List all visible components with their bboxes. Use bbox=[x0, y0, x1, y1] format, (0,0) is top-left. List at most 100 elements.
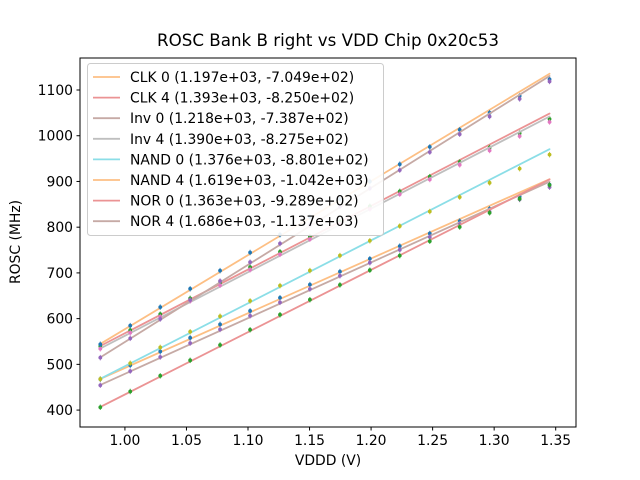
data-point bbox=[188, 329, 193, 334]
data-point bbox=[517, 134, 522, 139]
legend-label: CLK 4 (1.393e+03, -8.250e+02) bbox=[130, 91, 354, 107]
data-point bbox=[278, 312, 282, 317]
data-point bbox=[188, 358, 193, 363]
series-nand-0 bbox=[98, 148, 552, 382]
data-point bbox=[397, 189, 402, 194]
fit-line bbox=[99, 148, 551, 380]
data-point bbox=[98, 342, 103, 347]
series-clk-0 bbox=[98, 178, 552, 382]
data-point bbox=[487, 114, 492, 119]
data-point bbox=[547, 183, 552, 187]
x-tick-label: 1.30 bbox=[479, 433, 510, 449]
data-point bbox=[457, 163, 462, 167]
x-tick-label: 1.20 bbox=[356, 433, 387, 449]
data-point bbox=[218, 283, 222, 288]
fit-line bbox=[99, 178, 551, 408]
fit-line bbox=[99, 180, 551, 386]
legend-label: Inv 4 (1.390e+03, -8.275e+02) bbox=[130, 132, 349, 148]
data-point bbox=[248, 260, 252, 265]
data-point bbox=[128, 361, 133, 366]
legend-label: Inv 0 (1.218e+03, -7.387e+02) bbox=[130, 111, 349, 127]
data-point bbox=[338, 282, 342, 287]
data-point bbox=[547, 79, 552, 84]
data-point bbox=[98, 355, 103, 360]
x-tick-label: 1.00 bbox=[109, 433, 140, 449]
x-axis-label: VDDD (V) bbox=[295, 453, 361, 469]
y-tick-label: 700 bbox=[46, 266, 73, 282]
data-point bbox=[98, 383, 103, 388]
data-point bbox=[397, 253, 402, 258]
data-point bbox=[158, 349, 163, 354]
data-point bbox=[218, 322, 222, 327]
legend-item: NAND 0 (1.376e+03, -8.801e+02) bbox=[93, 152, 369, 168]
data-point bbox=[487, 210, 492, 215]
legend-label: NOR 0 (1.363e+03, -9.289e+02) bbox=[130, 194, 359, 210]
data-point bbox=[248, 327, 252, 332]
data-point bbox=[367, 256, 372, 261]
data-point bbox=[457, 195, 462, 199]
legend-label: CLK 0 (1.197e+03, -7.049e+02) bbox=[130, 70, 354, 86]
series-nor-0 bbox=[98, 178, 552, 410]
data-point bbox=[427, 235, 432, 239]
data-point bbox=[547, 120, 552, 124]
data-point bbox=[278, 283, 282, 288]
x-tick-label: 1.10 bbox=[233, 433, 264, 449]
data-point bbox=[248, 309, 252, 313]
data-point bbox=[457, 225, 462, 229]
y-tick-label: 1100 bbox=[38, 83, 73, 99]
y-tick-label: 900 bbox=[46, 174, 73, 190]
data-point bbox=[218, 327, 222, 332]
data-point bbox=[427, 209, 432, 214]
legend-box bbox=[87, 63, 384, 236]
data-point bbox=[128, 369, 133, 374]
data-point bbox=[308, 287, 312, 291]
data-point bbox=[367, 260, 372, 265]
data-point bbox=[278, 295, 282, 300]
x-tick-label: 1.05 bbox=[171, 433, 202, 449]
legend: CLK 0 (1.197e+03, -7.049e+02) CLK 4 (1.39… bbox=[87, 63, 384, 236]
data-point bbox=[397, 247, 402, 252]
data-point bbox=[188, 298, 193, 302]
legend-item: Inv 4 (1.390e+03, -8.275e+02) bbox=[93, 132, 349, 148]
data-point bbox=[128, 330, 133, 335]
plot-border bbox=[79, 57, 577, 428]
data-point bbox=[457, 132, 462, 137]
y-tick-label: 400 bbox=[46, 403, 73, 419]
data-point bbox=[547, 117, 552, 121]
data-point bbox=[517, 166, 522, 171]
data-point bbox=[128, 389, 133, 394]
data-point bbox=[427, 177, 432, 182]
data-point bbox=[487, 180, 492, 185]
data-point bbox=[98, 346, 103, 351]
data-point bbox=[367, 268, 372, 273]
data-point bbox=[128, 336, 133, 341]
data-point bbox=[487, 148, 492, 153]
data-point bbox=[308, 282, 312, 287]
y-tick-label: 600 bbox=[46, 312, 73, 328]
legend-label: NAND 0 (1.376e+03, -8.801e+02) bbox=[130, 152, 369, 168]
fit-line bbox=[99, 178, 551, 380]
legend-item: NAND 4 (1.619e+03, -1.042e+03) bbox=[93, 173, 369, 189]
data-point bbox=[338, 273, 342, 278]
data-point bbox=[278, 300, 282, 305]
data-point bbox=[188, 335, 193, 340]
data-point bbox=[158, 373, 163, 378]
data-point bbox=[308, 237, 312, 242]
y-tick-label: 1000 bbox=[38, 129, 73, 145]
data-point bbox=[158, 355, 163, 359]
data-point bbox=[278, 252, 282, 257]
data-point bbox=[218, 343, 222, 347]
y-tick-label: 500 bbox=[46, 357, 73, 373]
data-point bbox=[248, 250, 252, 255]
data-point bbox=[248, 313, 252, 318]
legend-item: Inv 0 (1.218e+03, -7.387e+02) bbox=[93, 111, 349, 127]
legend-item: CLK 4 (1.393e+03, -8.250e+02) bbox=[93, 91, 354, 107]
data-point bbox=[188, 286, 193, 291]
chart-title: ROSC Bank B right vs VDD Chip 0x20c53 bbox=[157, 30, 499, 50]
data-point bbox=[517, 97, 522, 101]
data-point bbox=[278, 241, 282, 246]
data-point bbox=[427, 239, 432, 244]
legend-item: NOR 0 (1.363e+03, -9.289e+02) bbox=[93, 194, 359, 210]
data-point bbox=[128, 323, 133, 328]
